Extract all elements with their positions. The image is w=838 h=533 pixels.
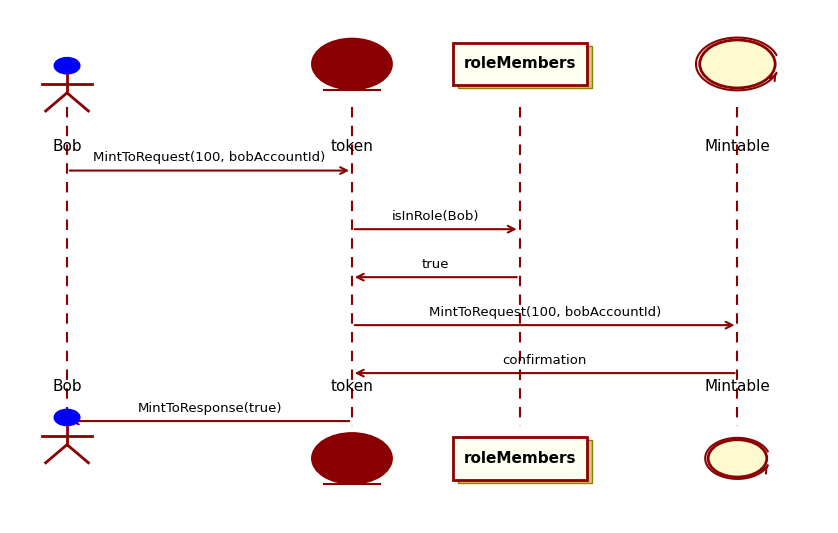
FancyBboxPatch shape [458,440,592,483]
Text: token: token [330,379,374,394]
Text: roleMembers: roleMembers [463,56,576,71]
Text: isInRole(Bob): isInRole(Bob) [392,210,479,223]
Text: confirmation: confirmation [503,354,587,367]
Circle shape [708,440,767,477]
Text: Bob: Bob [52,139,82,154]
Text: true: true [422,258,449,271]
Text: Bob: Bob [52,379,82,394]
FancyBboxPatch shape [453,437,587,480]
FancyBboxPatch shape [453,43,587,85]
Text: Mintable: Mintable [705,139,770,154]
Text: MintToRequest(100, bobAccountId): MintToRequest(100, bobAccountId) [428,306,661,319]
Text: Mintable: Mintable [705,379,770,394]
Circle shape [54,58,80,74]
Text: MintToRequest(100, bobAccountId): MintToRequest(100, bobAccountId) [93,151,326,164]
Text: MintToResponse(true): MintToResponse(true) [137,402,282,415]
Circle shape [54,409,80,426]
Circle shape [700,40,775,88]
Circle shape [312,433,392,484]
Text: token: token [330,139,374,154]
FancyBboxPatch shape [458,46,592,88]
Circle shape [312,38,392,90]
Text: roleMembers: roleMembers [463,451,576,466]
